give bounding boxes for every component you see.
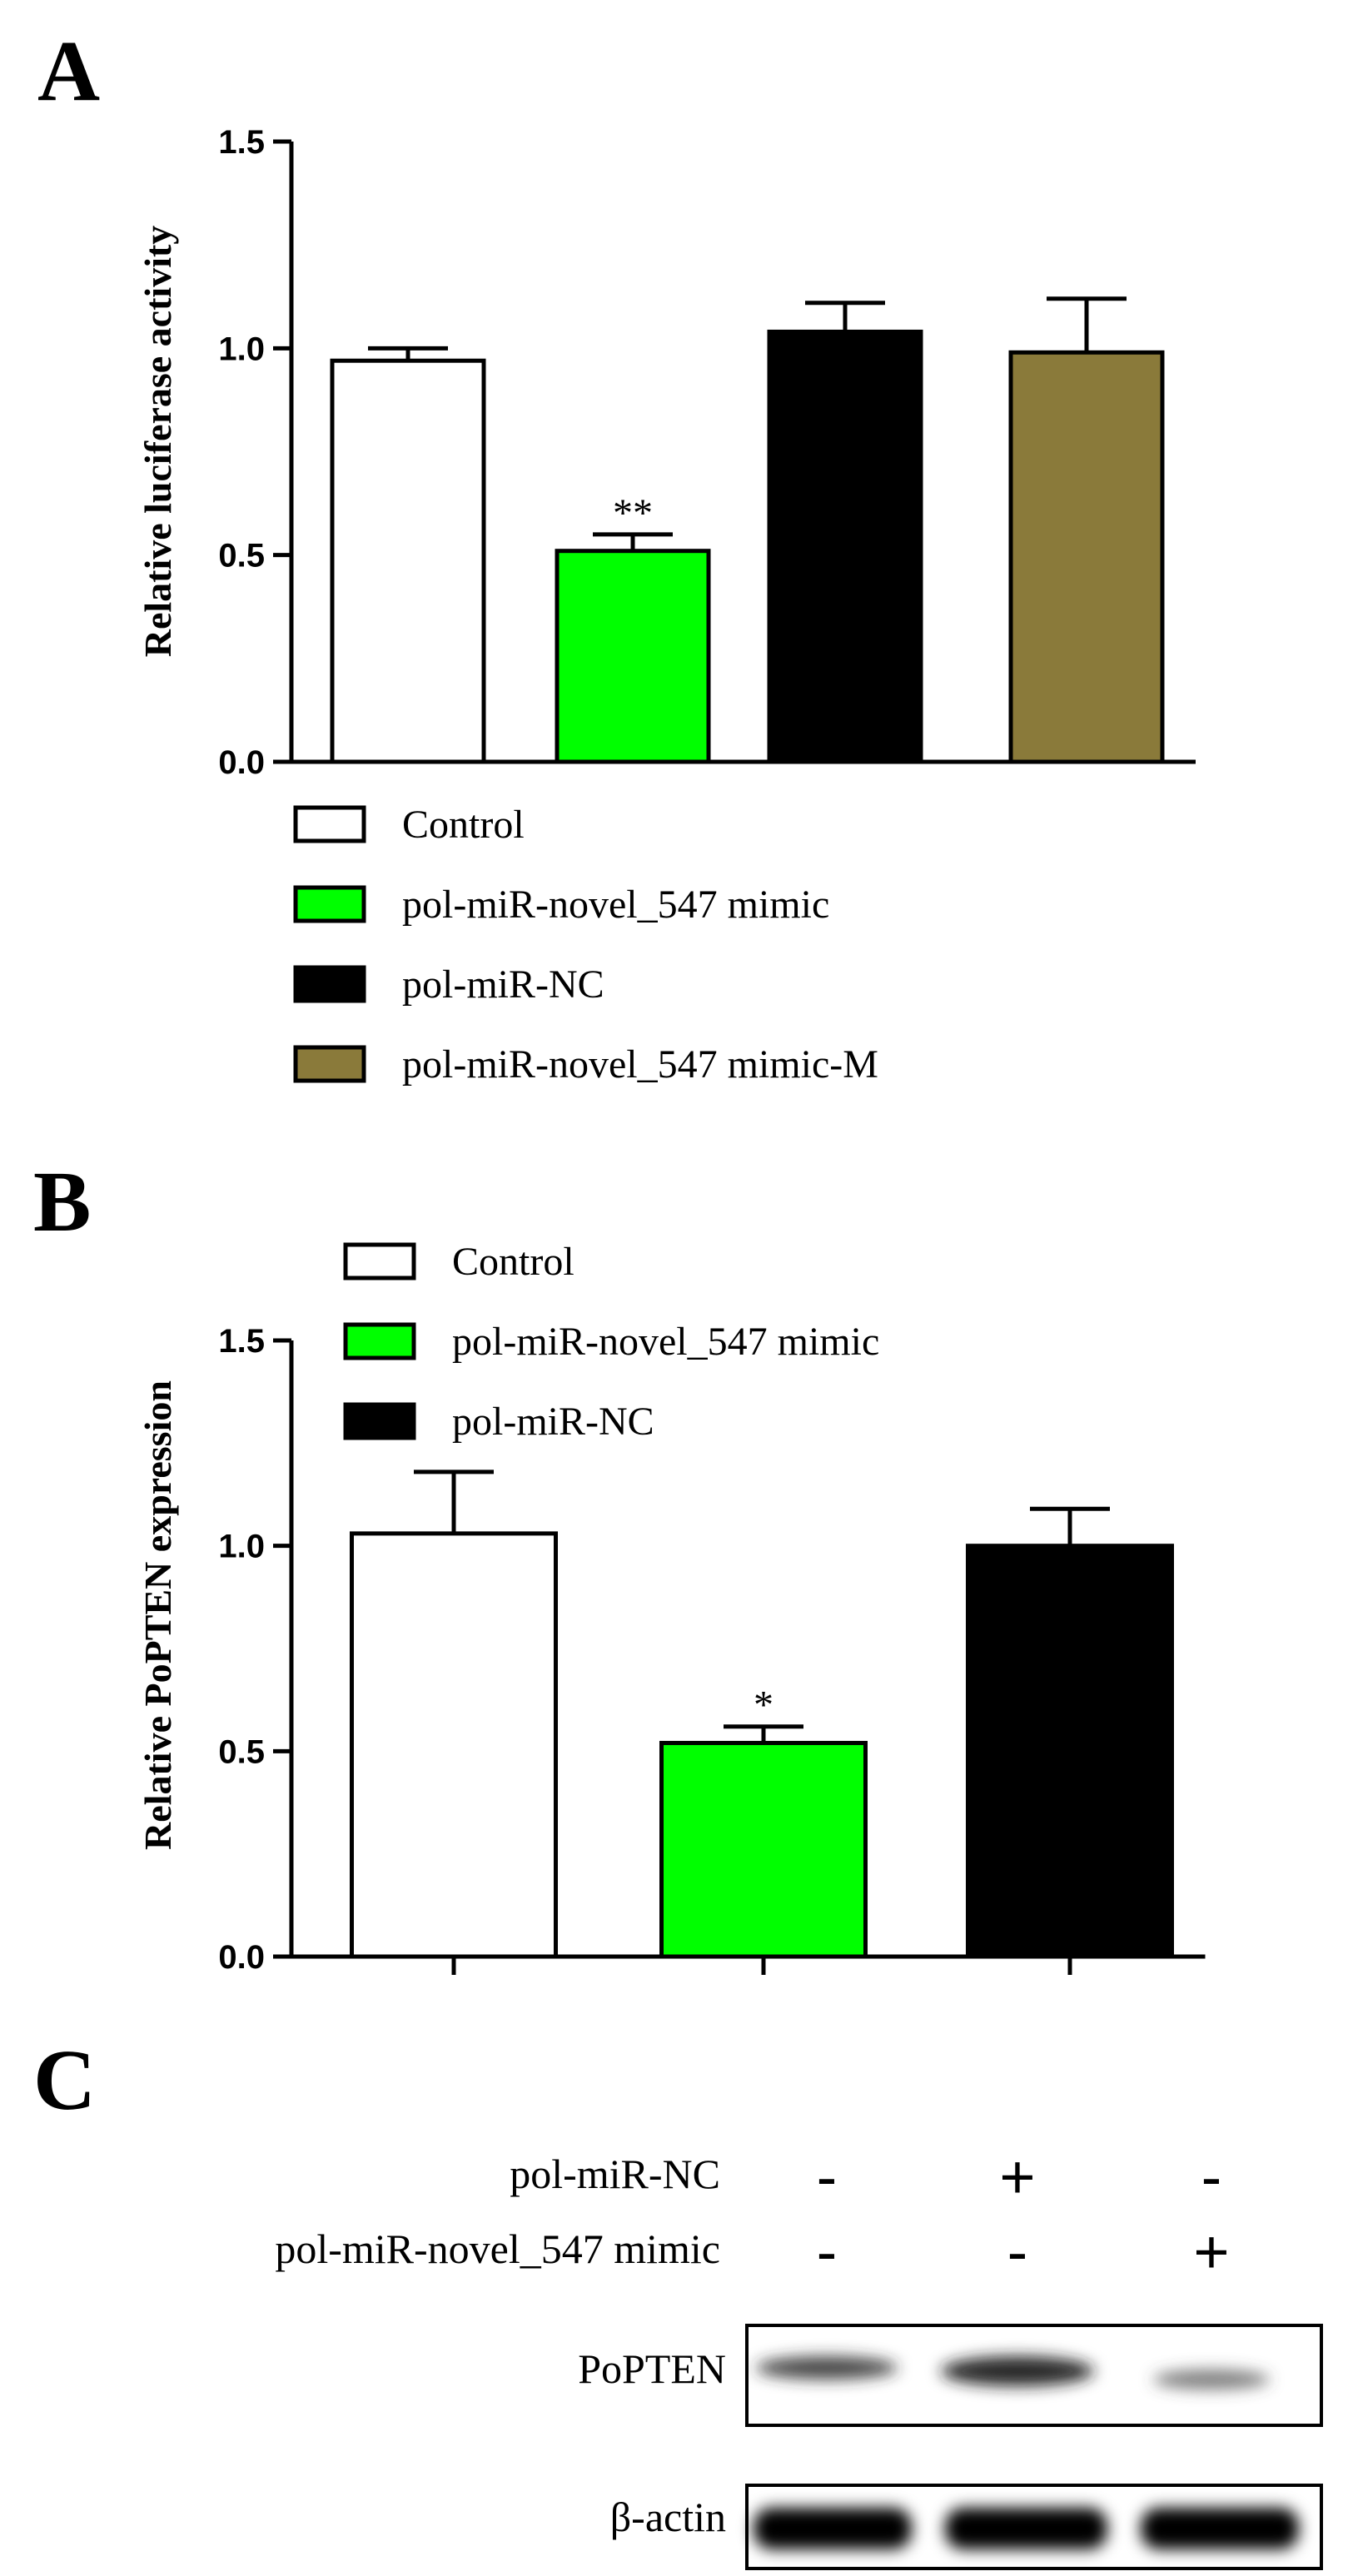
legend-a-swatch <box>293 1045 366 1083</box>
wb-nc-lane3: - <box>1201 2142 1222 2211</box>
legend-a-swatch <box>293 965 366 1003</box>
chart-a-ytick-label: 0.5 <box>218 538 265 574</box>
legend-b-label: pol-miR-NC <box>452 1400 654 1444</box>
chart-b-ytick-label: 0.0 <box>218 1939 265 1976</box>
chart-a-significance: ** <box>613 491 653 535</box>
legend-b-swatch <box>343 1322 416 1360</box>
panel-letter-a: A <box>37 23 100 119</box>
wb-popten-band-lane2 <box>941 2356 1094 2386</box>
legend-b-swatch <box>343 1242 416 1281</box>
chart-b: 0.0 0.5 1.0 1.5 * <box>218 1323 1206 1976</box>
legend-a-label: Control <box>402 803 525 847</box>
wb-nc-lane1: - <box>817 2142 838 2211</box>
legend-a-swatch <box>293 805 366 843</box>
western-blot: pol-miR-NC pol-miR-novel_547 mimic - + -… <box>275 2142 1323 2570</box>
chart-b-ytick-label: 1.0 <box>218 1529 265 1565</box>
wb-actin-band-lane3 <box>1141 2508 1299 2549</box>
chart-a-bar <box>767 329 923 764</box>
wb-popten-band-lane3 <box>1153 2370 1270 2390</box>
chart-b-bar <box>966 1544 1174 1959</box>
chart-b-bar <box>350 1531 558 1959</box>
panel-letter-c: C <box>33 2032 96 2128</box>
chart-a-ytick-label: 0.0 <box>218 744 265 781</box>
chart-b-significance: * <box>754 1683 773 1728</box>
legend-a-label: pol-miR-novel_547 mimic <box>402 883 829 927</box>
wb-actin-bands <box>754 2508 1299 2549</box>
wb-popten-bands <box>756 2356 1270 2390</box>
chart-a-bar <box>330 358 486 764</box>
legend-a-swatch <box>293 885 366 923</box>
legend-a: Control pol-miR-novel_547 mimic pol-miR-NC… <box>293 803 878 1087</box>
legend-a-label: pol-miR-NC <box>402 962 604 1007</box>
legend-b-swatch <box>343 1402 416 1440</box>
wb-actin-band-lane1 <box>754 2508 912 2549</box>
chart-b-ytick-label: 0.5 <box>218 1733 265 1770</box>
wb-mimic-lane1: - <box>817 2217 838 2286</box>
wb-nc-lane2: + <box>999 2142 1035 2211</box>
wb-band-label-actin: β-actin <box>610 2494 726 2540</box>
wb-row-label-nc: pol-miR-NC <box>510 2151 720 2197</box>
wb-actin-band-lane2 <box>945 2508 1107 2549</box>
chart-a-ytick-label: 1.5 <box>218 124 265 161</box>
legend-b-label: Control <box>452 1240 575 1284</box>
chart-b-bar <box>659 1740 868 1959</box>
chart-a: 0.0 0.5 1.0 1.5 ** <box>218 124 1196 781</box>
wb-mimic-lane3: + <box>1193 2217 1229 2286</box>
chart-a-ylabel: Relative luciferase activity <box>137 226 179 658</box>
wb-mimic-lane2: - <box>1007 2217 1028 2286</box>
chart-b-ylabel: Relative PoPTEN expression <box>137 1380 179 1850</box>
chart-a-bar <box>1008 350 1165 764</box>
legend-b: Control pol-miR-novel_547 mimic pol-miR-NC <box>343 1240 879 1444</box>
legend-a-label: pol-miR-novel_547 mimic-M <box>402 1042 878 1087</box>
chart-a-bar <box>555 549 711 764</box>
wb-row-label-mimic: pol-miR-novel_547 mimic <box>275 2225 720 2272</box>
panel-letter-b: B <box>33 1154 91 1250</box>
wb-band-label-popten: PoPTEN <box>578 2345 726 2392</box>
chart-b-ytick-label: 1.5 <box>218 1323 265 1360</box>
chart-a-ytick-label: 1.0 <box>218 331 265 367</box>
legend-b-label: pol-miR-novel_547 mimic <box>452 1320 879 1364</box>
wb-popten-band-lane1 <box>756 2356 898 2380</box>
